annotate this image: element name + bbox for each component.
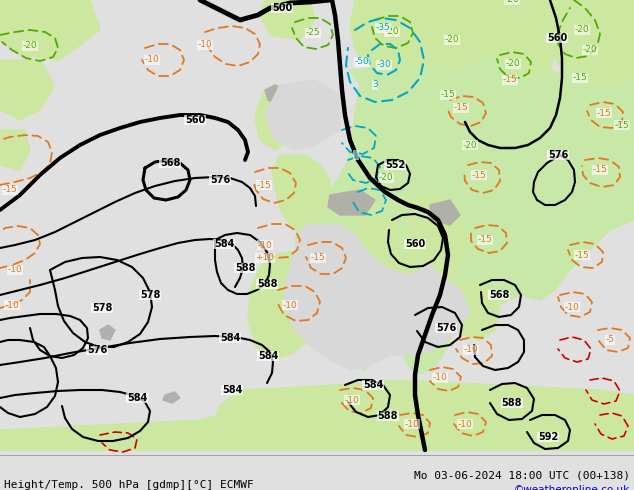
Text: 500: 500 bbox=[272, 3, 292, 13]
Text: -15: -15 bbox=[472, 171, 486, 179]
Text: -15: -15 bbox=[597, 108, 611, 118]
Text: 588: 588 bbox=[501, 398, 522, 408]
Polygon shape bbox=[248, 250, 330, 360]
Text: Mo 03-06-2024 18:00 UTC (00+138): Mo 03-06-2024 18:00 UTC (00+138) bbox=[414, 470, 630, 480]
Text: -15: -15 bbox=[573, 74, 587, 82]
Text: -10: -10 bbox=[458, 419, 472, 428]
Text: -20: -20 bbox=[444, 35, 459, 45]
Text: 578: 578 bbox=[140, 290, 160, 300]
Polygon shape bbox=[352, 210, 405, 315]
Polygon shape bbox=[405, 195, 470, 285]
Text: -15: -15 bbox=[503, 75, 517, 84]
Text: 568: 568 bbox=[160, 158, 180, 168]
Text: -10: -10 bbox=[404, 419, 419, 428]
Text: -20: -20 bbox=[23, 42, 37, 50]
Text: -25: -25 bbox=[306, 28, 320, 38]
Text: -35: -35 bbox=[375, 24, 391, 32]
Text: -10: -10 bbox=[463, 345, 479, 354]
Text: +10: +10 bbox=[256, 253, 275, 263]
Text: -20: -20 bbox=[583, 46, 597, 54]
Polygon shape bbox=[445, 280, 500, 340]
Text: 560: 560 bbox=[405, 239, 425, 249]
Polygon shape bbox=[328, 190, 375, 215]
Text: -15: -15 bbox=[3, 186, 17, 195]
Polygon shape bbox=[215, 385, 380, 440]
Text: -20: -20 bbox=[505, 0, 519, 4]
Text: 584: 584 bbox=[363, 380, 383, 390]
Polygon shape bbox=[350, 0, 510, 80]
Text: -10: -10 bbox=[145, 55, 159, 65]
Text: -15: -15 bbox=[453, 103, 469, 113]
Text: ©weatheronline.co.uk: ©weatheronline.co.uk bbox=[514, 485, 630, 490]
Polygon shape bbox=[0, 0, 100, 60]
Text: -50: -50 bbox=[354, 57, 370, 67]
Text: 568: 568 bbox=[489, 290, 509, 300]
Text: -10: -10 bbox=[4, 300, 20, 310]
Polygon shape bbox=[545, 0, 634, 90]
Text: -20: -20 bbox=[378, 173, 393, 182]
Polygon shape bbox=[265, 80, 340, 150]
Polygon shape bbox=[430, 0, 560, 80]
Text: -10: -10 bbox=[8, 266, 22, 274]
Text: -20: -20 bbox=[463, 141, 477, 149]
Text: -15: -15 bbox=[441, 91, 455, 99]
Text: 576: 576 bbox=[87, 345, 107, 355]
Polygon shape bbox=[285, 225, 470, 370]
Text: -15: -15 bbox=[257, 180, 271, 190]
Text: 584: 584 bbox=[127, 393, 147, 403]
Polygon shape bbox=[365, 55, 420, 100]
Text: 552: 552 bbox=[385, 160, 405, 170]
Text: 584: 584 bbox=[258, 351, 278, 361]
Text: 584: 584 bbox=[222, 385, 242, 395]
Text: 576: 576 bbox=[210, 175, 230, 185]
Text: 560: 560 bbox=[185, 115, 205, 125]
Text: 578: 578 bbox=[92, 303, 112, 313]
Polygon shape bbox=[0, 130, 30, 170]
Text: -10: -10 bbox=[198, 41, 212, 49]
Polygon shape bbox=[265, 85, 285, 105]
Polygon shape bbox=[255, 85, 300, 150]
Polygon shape bbox=[260, 0, 315, 40]
Text: -20: -20 bbox=[574, 25, 590, 34]
Polygon shape bbox=[272, 155, 330, 230]
Text: -15: -15 bbox=[311, 253, 325, 263]
Text: -15: -15 bbox=[574, 250, 590, 260]
Text: -10: -10 bbox=[257, 241, 273, 249]
Text: Height/Temp. 500 hPa [gdmp][°C] ECMWF: Height/Temp. 500 hPa [gdmp][°C] ECMWF bbox=[4, 480, 254, 490]
Text: -10: -10 bbox=[345, 395, 359, 405]
Text: -10: -10 bbox=[432, 373, 448, 383]
Text: -30: -30 bbox=[377, 60, 391, 70]
Polygon shape bbox=[100, 325, 115, 340]
Text: 576: 576 bbox=[436, 323, 456, 333]
Text: 584: 584 bbox=[220, 333, 240, 343]
Text: -15: -15 bbox=[477, 236, 493, 245]
Text: 588: 588 bbox=[235, 263, 256, 273]
Text: 560: 560 bbox=[547, 33, 567, 43]
Text: -10: -10 bbox=[565, 302, 579, 312]
Polygon shape bbox=[163, 392, 180, 403]
Polygon shape bbox=[0, 60, 55, 120]
Text: -20: -20 bbox=[385, 27, 399, 36]
Text: -15: -15 bbox=[593, 166, 607, 174]
Text: 588: 588 bbox=[378, 411, 398, 421]
Text: -10: -10 bbox=[283, 300, 297, 310]
Text: -15: -15 bbox=[614, 121, 630, 129]
Text: 584: 584 bbox=[214, 239, 234, 249]
Text: -20: -20 bbox=[506, 59, 521, 69]
Text: 588: 588 bbox=[257, 279, 277, 289]
Text: 576: 576 bbox=[548, 150, 568, 160]
Text: -5: -5 bbox=[605, 336, 614, 344]
Polygon shape bbox=[430, 200, 460, 225]
Text: 1: 1 bbox=[353, 150, 359, 160]
Text: 592: 592 bbox=[538, 432, 558, 442]
Text: 3: 3 bbox=[372, 80, 378, 90]
Polygon shape bbox=[0, 380, 634, 450]
Polygon shape bbox=[295, 55, 634, 375]
